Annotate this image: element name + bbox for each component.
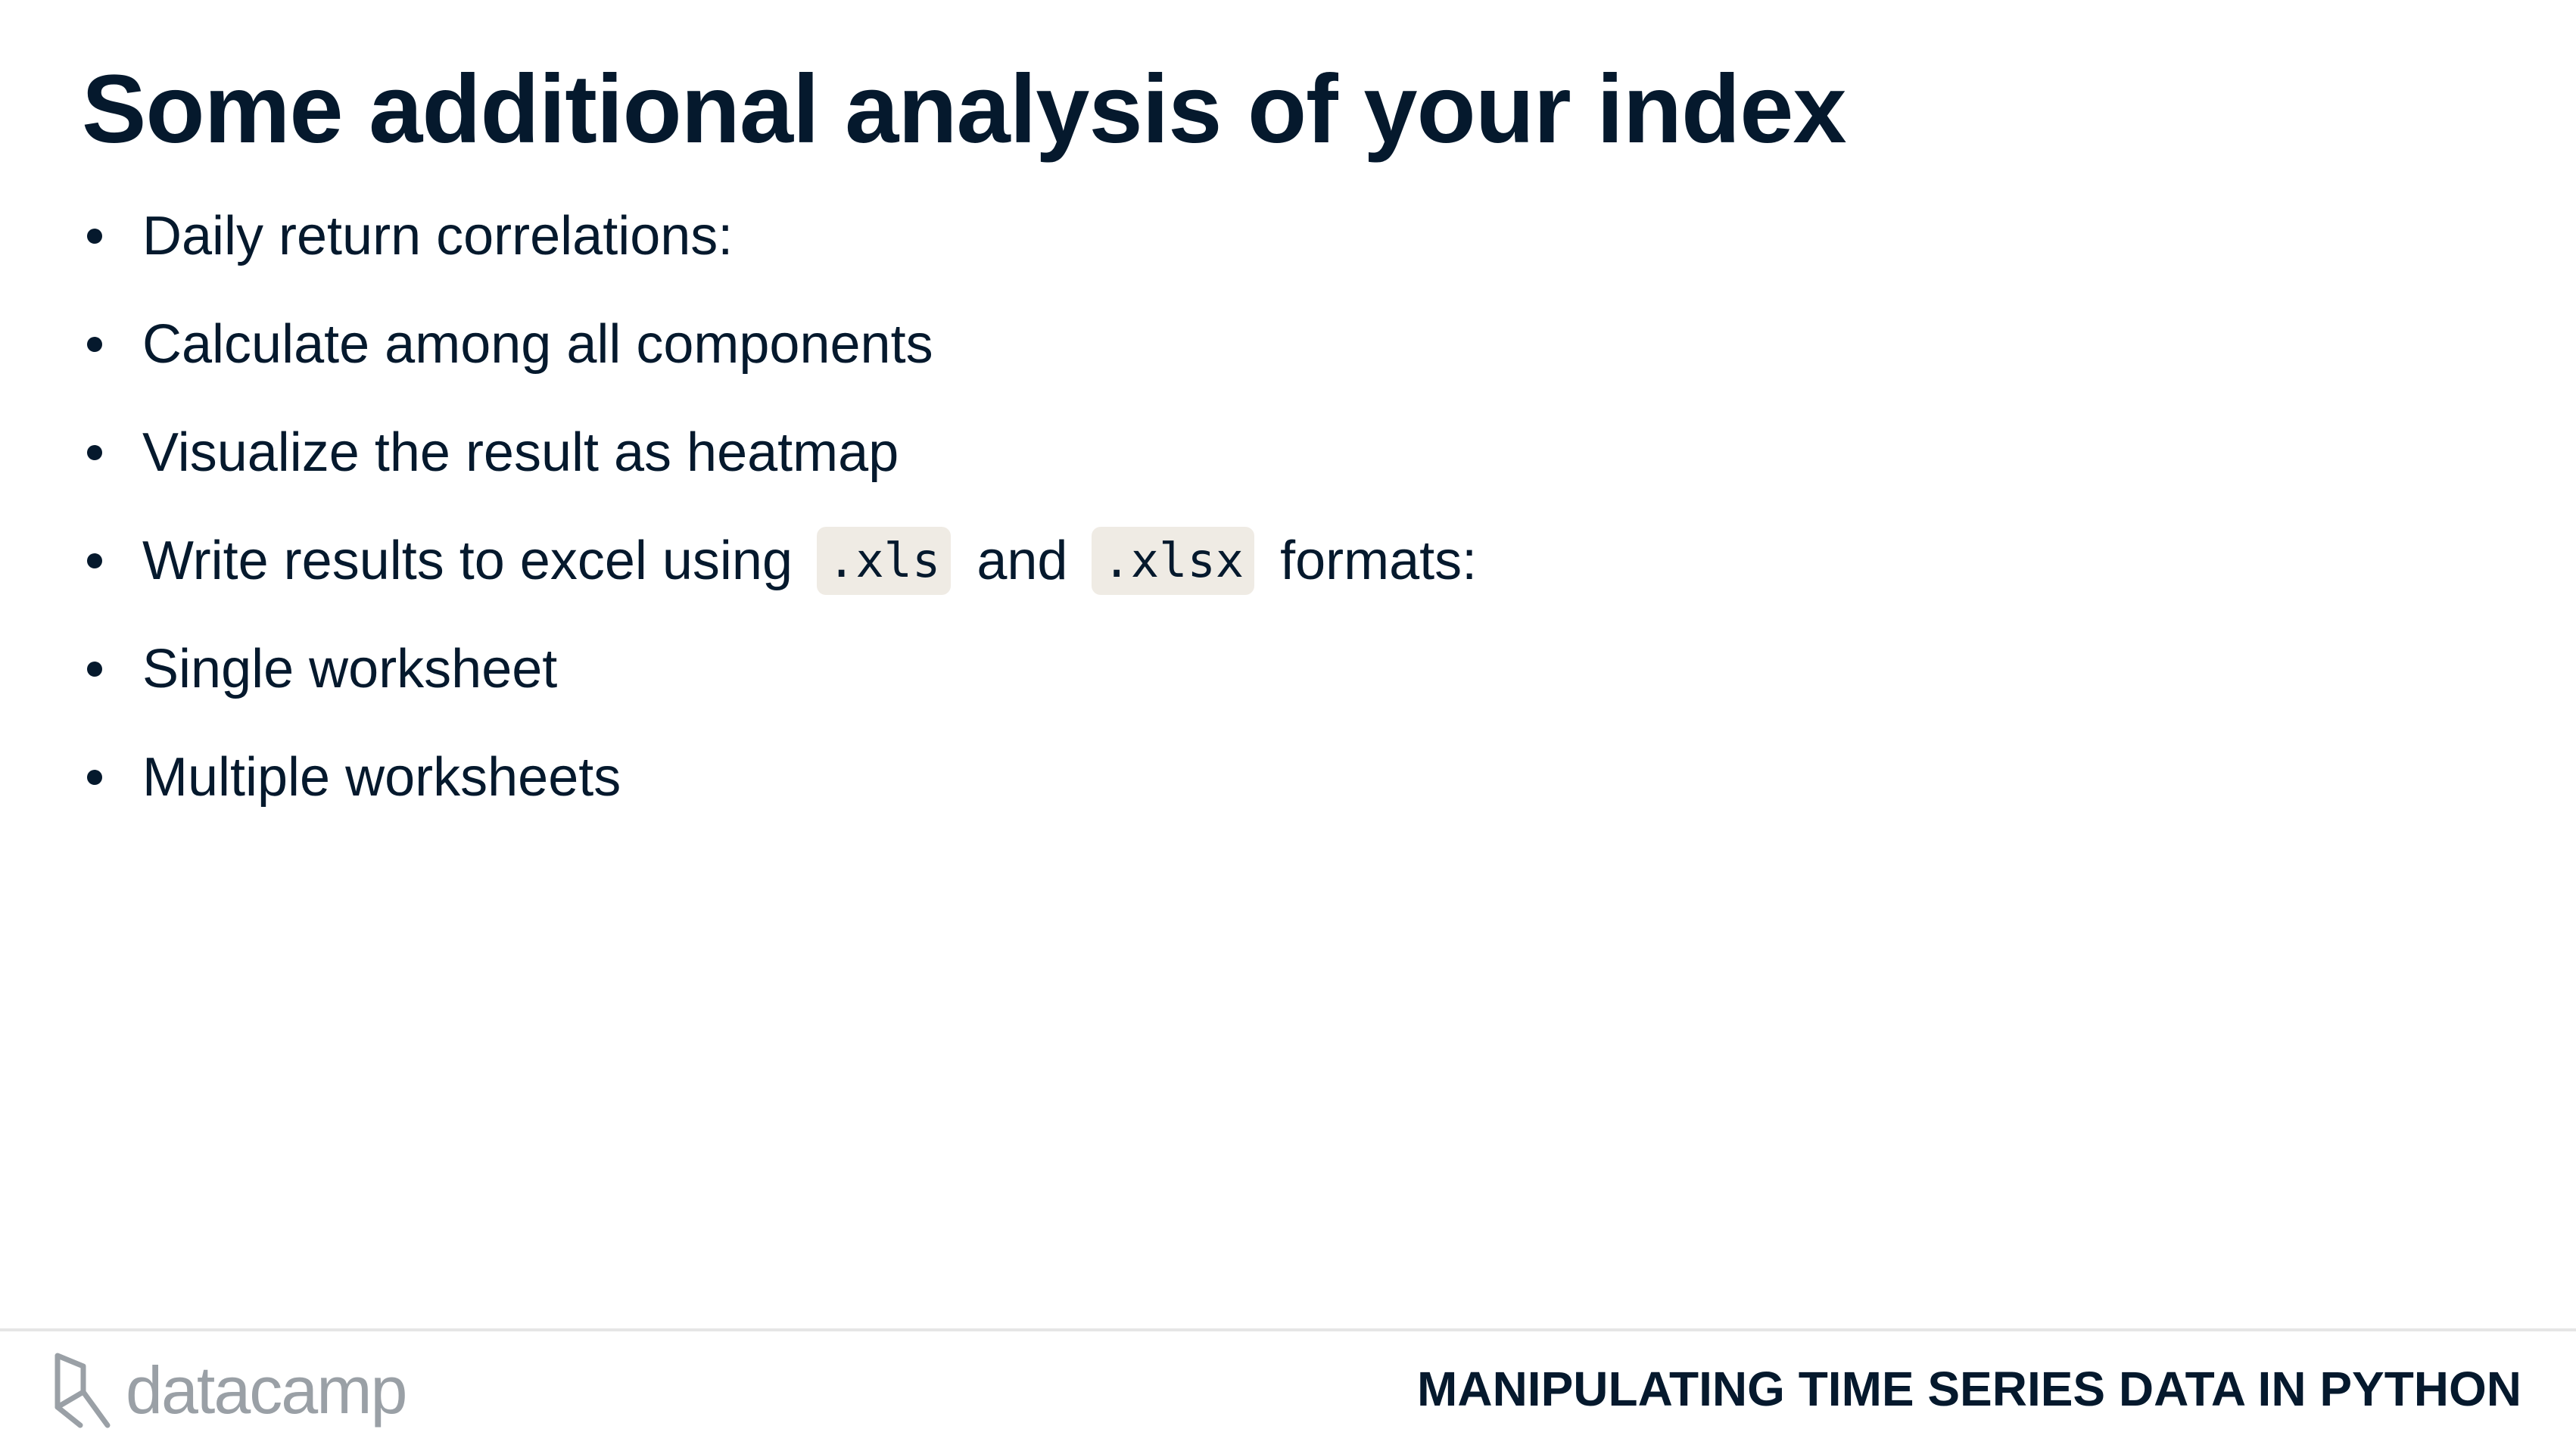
bullet-list: Daily return correlations: Calculate amo… xyxy=(76,182,1477,831)
bullet-item: Calculate among all components xyxy=(76,290,1477,398)
bullet-dot-icon xyxy=(87,444,102,460)
bullet-item: Single worksheet xyxy=(76,615,1477,723)
datacamp-logo: datacamp xyxy=(53,1349,407,1432)
bullet-item: Visualize the result as heatmap xyxy=(76,398,1477,506)
course-title: MANIPULATING TIME SERIES DATA IN PYTHON xyxy=(1417,1362,2521,1416)
footer-divider xyxy=(0,1328,2576,1331)
bullet-text: Calculate among all components xyxy=(142,313,933,375)
bullet-dot-icon xyxy=(87,769,102,785)
code-snippet-xls: .xls xyxy=(817,526,952,595)
bullet-item: Multiple worksheets xyxy=(76,723,1477,831)
bullet-text: Single worksheet xyxy=(142,638,558,699)
bullet-item: Daily return correlations: xyxy=(76,182,1477,290)
bullet-text: Multiple worksheets xyxy=(142,746,621,808)
bullet-item: Write results to excel using .xls and .x… xyxy=(76,506,1477,615)
bullet-dot-icon xyxy=(87,336,102,352)
bullet-dot-icon xyxy=(87,661,102,677)
bullet-text: Daily return correlations: xyxy=(142,205,734,266)
bullet-text: Write results to excel using xyxy=(142,530,793,591)
bullet-text: formats: xyxy=(1280,530,1478,591)
slide-title: Some additional analysis of your index xyxy=(82,55,1847,163)
bullet-dot-icon xyxy=(87,228,102,244)
code-snippet-xlsx: .xlsx xyxy=(1092,526,1255,595)
logo-text: datacamp xyxy=(126,1353,407,1428)
bullet-text: and xyxy=(977,530,1068,591)
datacamp-logo-icon xyxy=(55,1353,111,1428)
bullet-text: Visualize the result as heatmap xyxy=(142,422,899,483)
bullet-dot-icon xyxy=(87,553,102,568)
